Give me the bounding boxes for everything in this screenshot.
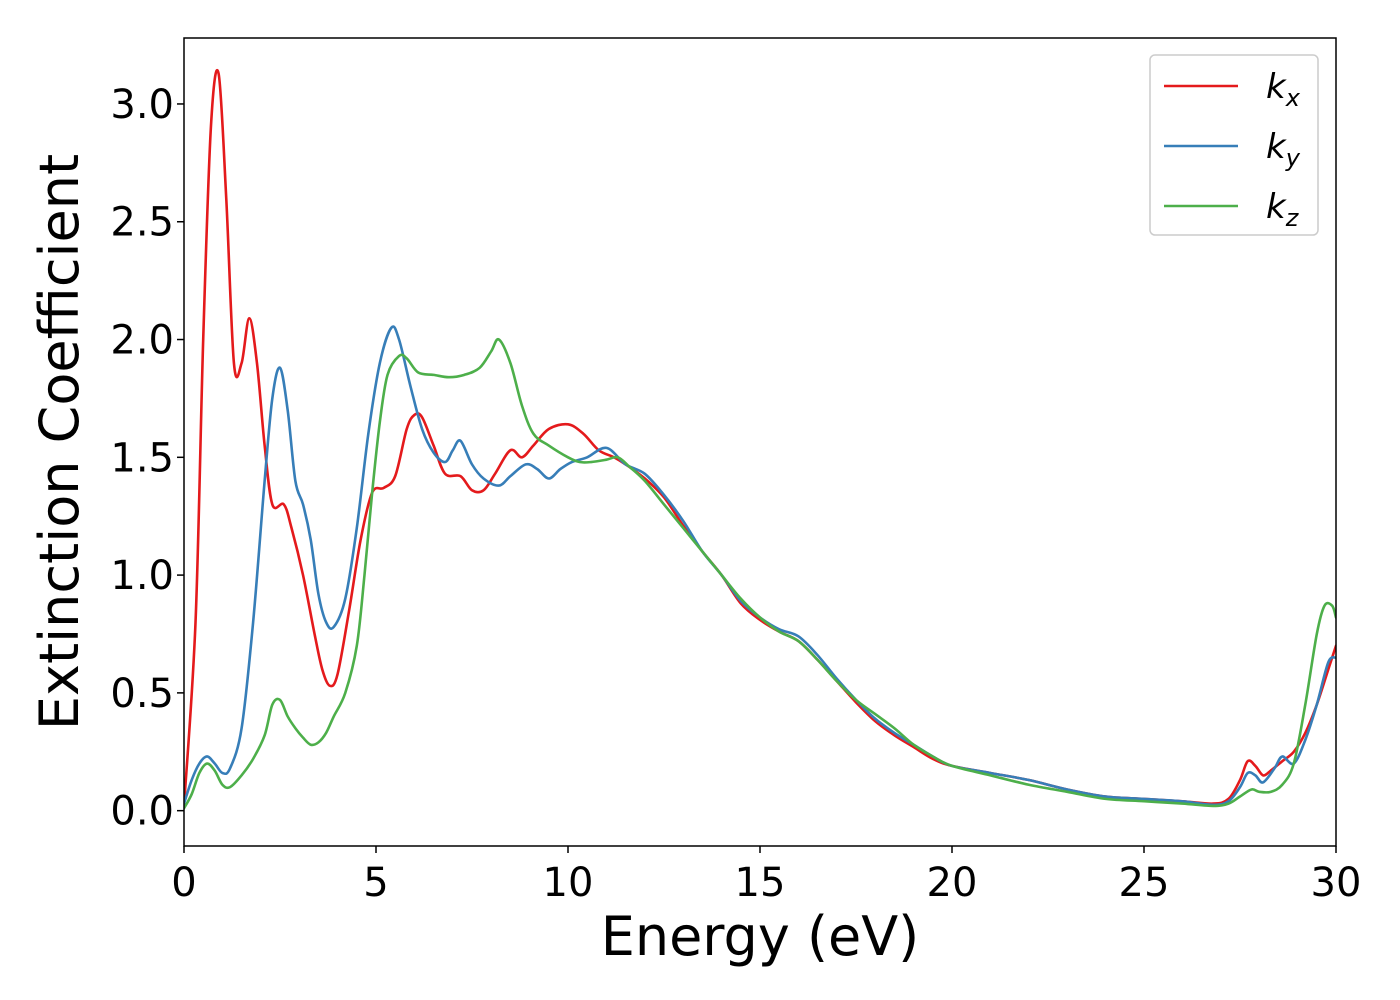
y-tick-label: 2.0 xyxy=(110,318,174,364)
series-line-k-y xyxy=(184,325,1336,807)
y-tick-label: 3.0 xyxy=(110,82,174,128)
y-tick-label: 0.0 xyxy=(110,789,174,835)
legend-label-k-y: ky xyxy=(1266,127,1301,172)
x-axis-title: Energy (eV) xyxy=(601,905,920,968)
y-axis: 0.0 0.5 1.0 1.5 2.0 2.5 3.0 xyxy=(110,82,184,835)
x-tick-label: 5 xyxy=(363,860,388,906)
y-tick-label: 1.5 xyxy=(110,435,174,481)
x-tick-label: 10 xyxy=(543,860,594,906)
x-tick-label: 25 xyxy=(1119,860,1170,906)
legend: kx ky kz xyxy=(1149,54,1319,236)
x-tick-label: 30 xyxy=(1311,860,1362,906)
x-tick-label: 0 xyxy=(171,860,196,906)
y-tick-label: 2.5 xyxy=(110,200,174,246)
x-axis: 0 5 10 15 20 25 30 xyxy=(171,846,1361,906)
y-tick-label: 1.0 xyxy=(110,553,174,599)
x-tick-label: 20 xyxy=(927,860,978,906)
legend-label-k-x: kx xyxy=(1266,67,1301,112)
y-tick-label: 0.5 xyxy=(110,671,174,717)
series-layer xyxy=(184,69,1336,810)
series-line-k-z xyxy=(184,337,1336,810)
y-axis-title: Extinction Coefficient xyxy=(28,154,91,730)
legend-label-k-z: kz xyxy=(1266,187,1300,232)
x-tick-label: 15 xyxy=(735,860,786,906)
